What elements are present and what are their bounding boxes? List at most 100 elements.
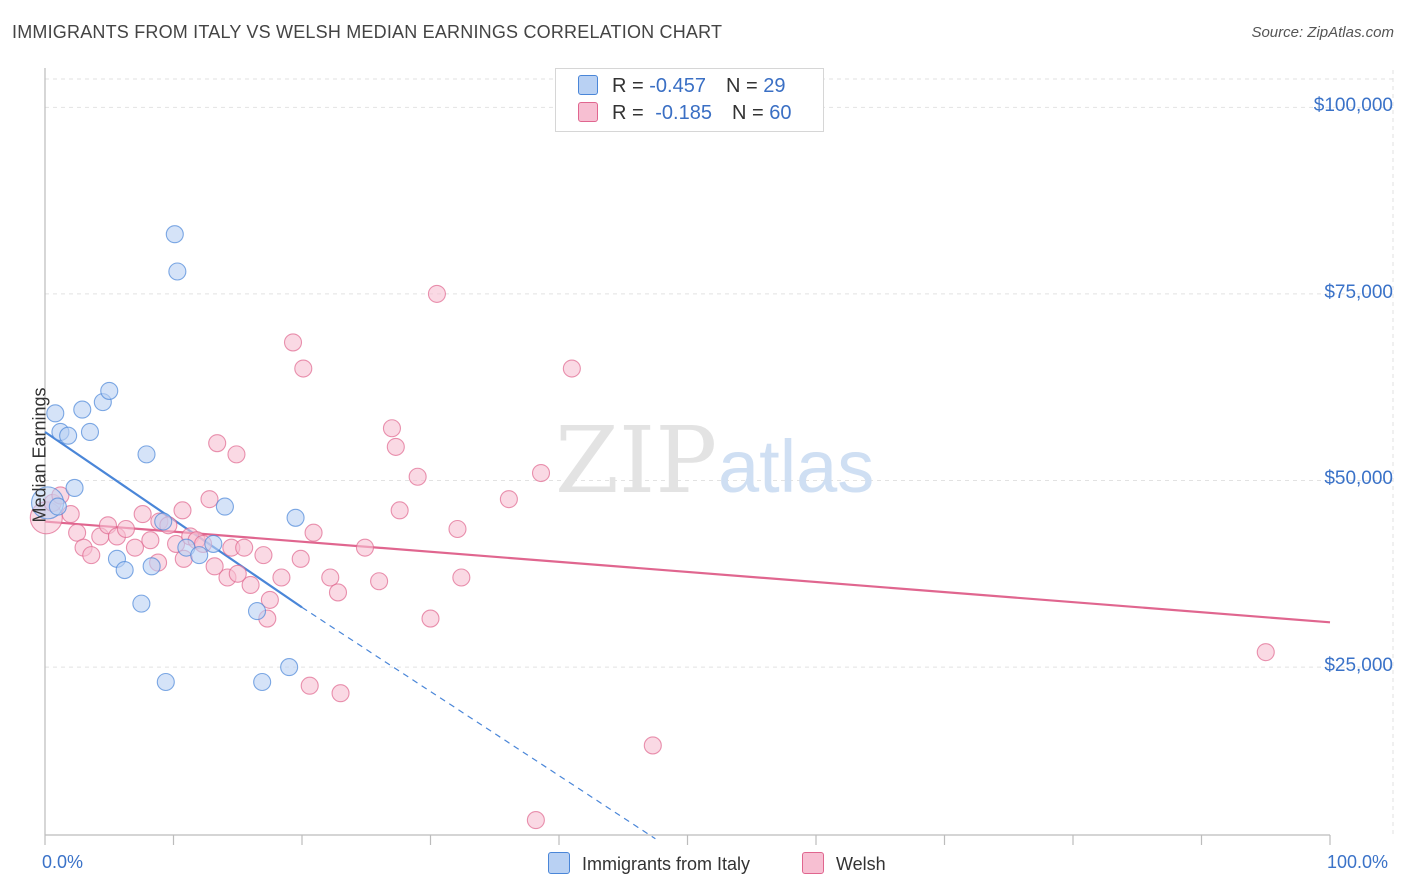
italy-swatch (578, 75, 598, 95)
welsh-point (283, 333, 303, 352)
legend-n-label: N = (725, 75, 764, 97)
italy-point (65, 478, 84, 498)
welsh-point (304, 523, 323, 542)
y-tick-label: $75,000 (1324, 281, 1393, 303)
welsh-legend-label: Welsh (836, 854, 886, 874)
welsh-point (643, 736, 662, 755)
welsh-point (390, 501, 409, 520)
legend-r-value-welsh: -0.185 (655, 102, 712, 124)
trend-line-italy-extension (301, 606, 656, 840)
welsh-point (141, 531, 160, 550)
welsh-point (355, 538, 375, 557)
y-tick-label: $50,000 (1324, 468, 1393, 490)
welsh-legend-swatch (802, 852, 824, 874)
italy-point (156, 672, 175, 692)
welsh-point (260, 590, 279, 609)
italy-point (142, 557, 161, 576)
welsh-point (427, 284, 446, 303)
italy-point (168, 262, 187, 281)
italy-point (215, 497, 234, 516)
welsh-swatch (578, 102, 598, 122)
welsh-point (300, 676, 319, 695)
legend-row-italy: R = -0.457 N = 29 (578, 75, 785, 98)
italy-point (154, 512, 173, 531)
legend-row-welsh: R = -0.185 N = 60 (578, 102, 791, 125)
welsh-point (499, 490, 518, 509)
welsh-point (272, 568, 291, 587)
legend-n-value-italy: 29 (763, 75, 786, 97)
italy-point (80, 422, 100, 442)
watermark-atlas: atlas (718, 425, 874, 508)
italy-point (115, 560, 134, 580)
italy-point (132, 594, 151, 613)
legend-r-label: R = (612, 102, 650, 124)
welsh-point (421, 609, 440, 628)
welsh-point (562, 359, 581, 378)
x-tick-min: 0.0% (42, 852, 84, 872)
italy-legend-label: Immigrants from Italy (582, 854, 751, 874)
welsh-points (29, 284, 1275, 830)
welsh-point (173, 501, 192, 520)
axes (44, 68, 1331, 845)
welsh-point (321, 568, 340, 587)
welsh-point (328, 583, 348, 602)
italy-point (137, 445, 156, 464)
italy-point (73, 400, 92, 419)
bottom-legend-italy: Immigrants from Italy (548, 852, 750, 875)
welsh-point (1256, 643, 1275, 662)
welsh-point (208, 434, 227, 453)
italy-point (48, 497, 67, 516)
correlation-legend: R = -0.457 N = 29 R = -0.185 N = 60 (555, 68, 824, 132)
y-tick-label: $25,000 (1324, 655, 1393, 677)
welsh-point (241, 575, 260, 595)
welsh-point (125, 538, 144, 557)
italy-point (204, 534, 223, 553)
italy-points (31, 225, 305, 692)
legend-n-label: N = (731, 102, 770, 124)
bottom-legend-welsh: Welsh (802, 852, 886, 875)
watermark-zip: ZIP (555, 407, 717, 514)
italy-point (286, 508, 305, 527)
italy-point (190, 546, 209, 565)
welsh-point (116, 519, 136, 539)
welsh-point (133, 505, 152, 524)
italy-point (247, 602, 267, 621)
welsh-point (235, 538, 254, 557)
welsh-point (68, 523, 87, 542)
welsh-point (531, 463, 551, 483)
welsh-point (386, 437, 405, 456)
italy-point (280, 658, 299, 677)
welsh-point (452, 568, 471, 587)
y-axis-label: Median Earnings (29, 387, 50, 523)
welsh-point (370, 572, 389, 591)
trend-line-welsh (44, 520, 1331, 624)
source-label: Source: ZipAtlas.com (1251, 24, 1394, 41)
legend-r-label: R = (612, 75, 650, 97)
italy-point (253, 672, 272, 692)
italy-legend-swatch (548, 852, 570, 874)
italy-point (46, 404, 65, 423)
welsh-point (331, 684, 350, 703)
x-tick-max: 100.0% (1327, 852, 1389, 872)
welsh-point (291, 549, 310, 568)
welsh-point (227, 445, 246, 464)
welsh-point (526, 811, 545, 830)
legend-r-value-italy: -0.457 (649, 75, 706, 97)
welsh-point (448, 519, 467, 539)
welsh-point (205, 557, 224, 576)
welsh-point (382, 419, 402, 438)
italy-point (100, 381, 119, 400)
welsh-point (200, 490, 219, 509)
chart-title: IMMIGRANTS FROM ITALY VS WELSH MEDIAN EA… (12, 22, 723, 42)
welsh-point (294, 359, 313, 378)
italy-point (165, 225, 184, 244)
watermark: ZIP atlas (555, 407, 874, 514)
welsh-point (228, 564, 247, 583)
welsh-point (82, 546, 101, 565)
y-tick-label: $100,000 (1313, 95, 1393, 117)
legend-n-value-welsh: 60 (769, 102, 792, 124)
welsh-point (254, 546, 273, 565)
welsh-point (408, 467, 427, 486)
italy-point (59, 426, 78, 445)
